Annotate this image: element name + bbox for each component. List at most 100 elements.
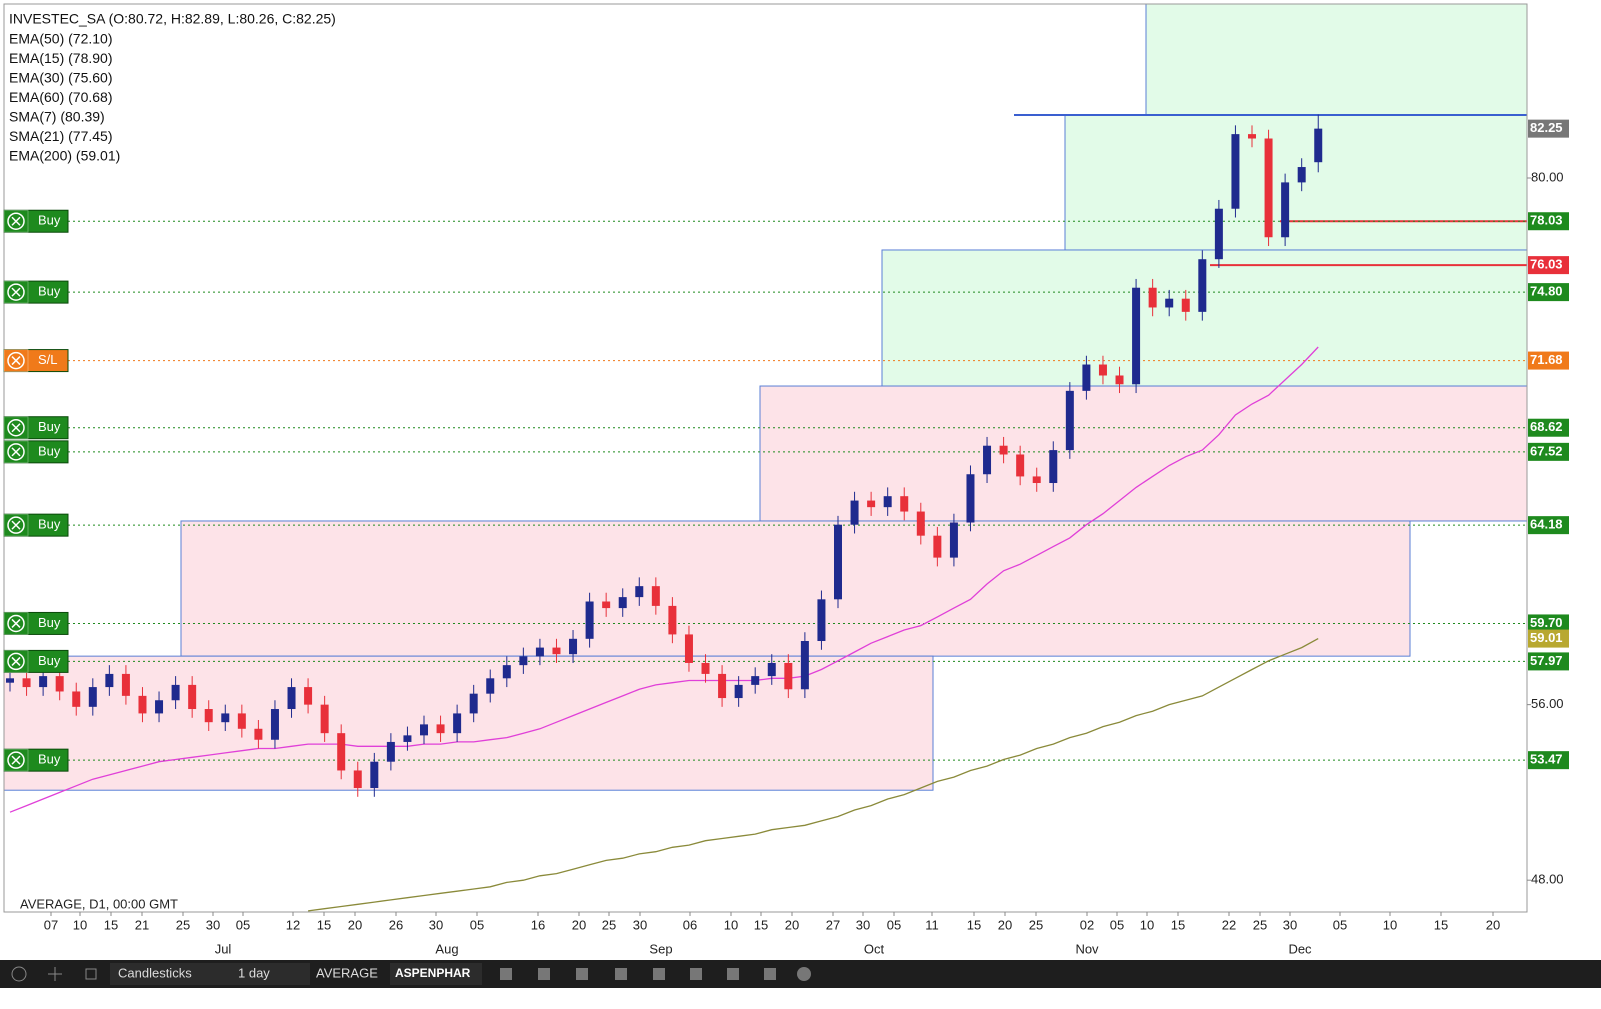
candle-body (850, 500, 859, 525)
link-icon[interactable] (764, 968, 776, 980)
x-tick-label: 20 (348, 917, 362, 932)
level-tag-label: 74.80 (1530, 284, 1563, 299)
x-tick-label: 10 (724, 917, 738, 932)
zone (1145, 3, 1528, 116)
candle-body (834, 524, 842, 600)
indicator-label: EMA(200) (59.01) (9, 148, 120, 164)
info-icon[interactable] (11, 966, 27, 982)
symbol-select[interactable] (390, 963, 482, 985)
candle-body (386, 741, 395, 762)
chart-icon[interactable] (727, 968, 739, 980)
candle-body (1098, 364, 1107, 376)
x-tick-label: 30 (856, 917, 870, 932)
candle-body (72, 691, 81, 707)
level-close-icon[interactable] (7, 212, 25, 230)
y-tick-label: 48.00 (1531, 872, 1564, 887)
level-tag-label: 59.01 (1530, 630, 1563, 645)
candle-body (1065, 390, 1074, 451)
level-tag (1528, 652, 1569, 671)
zones (3, 3, 1528, 791)
hide-icon[interactable] (576, 968, 588, 980)
level-close-x (11, 423, 21, 433)
chart-type: Candlesticks (118, 965, 192, 980)
candle-body (618, 597, 627, 609)
level-close-icon[interactable] (7, 614, 25, 633)
x-tick-label: 15 (1434, 917, 1448, 932)
candle-body (353, 770, 362, 789)
candle-body (817, 599, 826, 642)
candle-body (718, 673, 727, 699)
candle-body (751, 676, 760, 685)
candle-body (983, 445, 992, 475)
plot (6, 114, 1323, 912)
candle-body (535, 647, 544, 657)
candle-body (171, 684, 180, 701)
level-close-x (11, 356, 21, 366)
level-close-icon[interactable] (7, 751, 25, 769)
level-tag (1528, 614, 1569, 633)
x-tick-label: 22 (1222, 917, 1236, 932)
candle-body (1082, 364, 1091, 391)
candle-body (684, 634, 693, 663)
x-tick-label: 15 (317, 917, 331, 932)
crosshair-icon[interactable] (48, 967, 62, 981)
level-close-icon[interactable] (7, 418, 25, 437)
candle-body (55, 676, 64, 692)
level-close-icon[interactable] (7, 652, 25, 671)
crop-icon[interactable] (85, 968, 97, 980)
axis: 48.00 56.00 80.00 Buy 78.03 76.03 Buy 74.80 S/L 7… (3, 119, 1569, 956)
layout-icon[interactable] (653, 968, 665, 980)
level-tag-label: 71.68 (1530, 352, 1563, 367)
level-close-icon[interactable] (7, 283, 25, 301)
x-tick-label: 15 (1171, 917, 1185, 932)
level-close-icon[interactable] (7, 516, 25, 534)
toolbar: Candlesticks 1 day AVERAGE ASPENPHAR (0, 960, 1601, 988)
level-tag (1528, 256, 1569, 275)
candle-body (949, 522, 958, 558)
month-label: Dec (1288, 941, 1312, 956)
header: INVESTEC_SA (O:80.72, H:82.89, L:80.26, … (9, 11, 336, 164)
candle-body (1214, 208, 1223, 260)
settings-icon[interactable] (797, 967, 811, 981)
level-button-label: Buy (38, 284, 61, 299)
x-tick-label: 20 (998, 917, 1012, 932)
candle-body (287, 687, 296, 710)
level-close-icon[interactable] (7, 351, 25, 370)
period-select[interactable] (230, 963, 310, 985)
list-icon[interactable] (615, 968, 627, 980)
zone (1064, 114, 1528, 251)
level-close-x (11, 656, 21, 666)
copy-icon[interactable] (690, 968, 702, 980)
x-tick-label: 07 (44, 917, 58, 932)
candle-body (436, 724, 445, 734)
x-tick-label: 05 (236, 917, 250, 932)
candle-body (270, 709, 279, 740)
candle-body (552, 647, 561, 655)
candle-body (1281, 182, 1290, 238)
candle-body (1181, 298, 1190, 312)
month-label: Nov (1075, 941, 1099, 956)
level-close-icon[interactable] (7, 443, 25, 461)
x-tick-label: 21 (135, 917, 149, 932)
x-tick-label: 05 (1333, 917, 1347, 932)
draw-icon[interactable] (500, 968, 512, 980)
level-button-label: Buy (38, 752, 61, 767)
month-label: Oct (864, 941, 885, 956)
level-tag (1528, 212, 1569, 231)
candle-body (320, 704, 329, 734)
candle-body (403, 735, 412, 742)
x-tick-label: 26 (389, 917, 403, 932)
level-tag (1528, 516, 1569, 535)
candle-body (701, 662, 710, 674)
indicator[interactable]: AVERAGE (316, 965, 378, 980)
chart-type-select[interactable] (110, 963, 230, 985)
tool-icon[interactable] (538, 968, 550, 980)
candle-body (1198, 259, 1207, 312)
candle-body (784, 662, 793, 690)
level-close-x (11, 520, 21, 530)
x-tick-label: 16 (531, 917, 545, 932)
x-tick-label: 11 (925, 917, 939, 932)
x-tick-label: 25 (1253, 917, 1267, 932)
level-tag (1528, 418, 1569, 437)
